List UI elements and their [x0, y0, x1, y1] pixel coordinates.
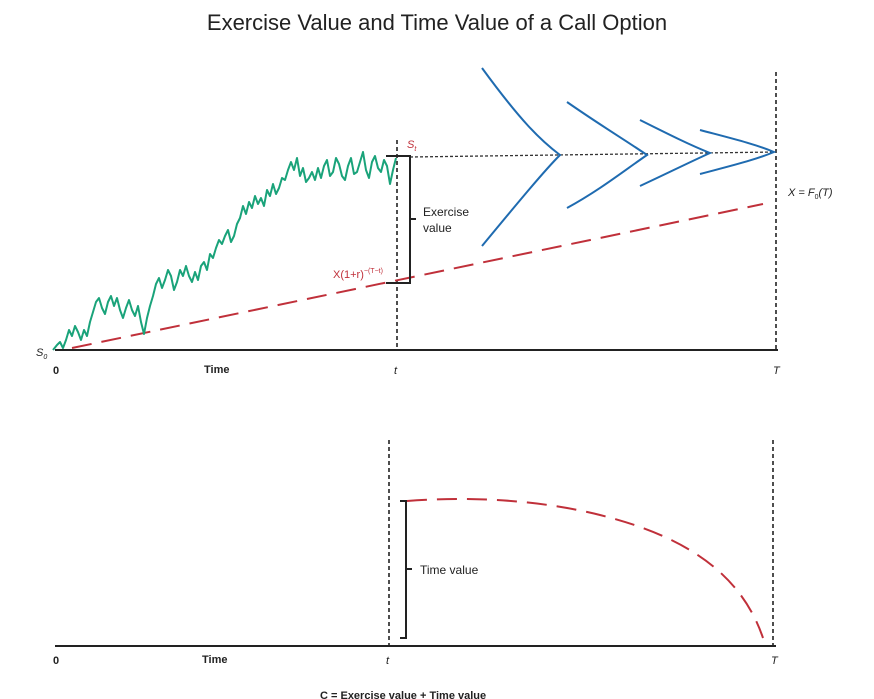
time-value-label: Time value	[420, 563, 479, 577]
top-t-label: t	[394, 365, 398, 377]
discounted-strike-label: X(1+r)−(T−t)	[333, 268, 383, 281]
bottom-time-label: Time	[202, 654, 227, 666]
price-path	[52, 151, 397, 351]
forward-price-line	[409, 151, 777, 158]
top-origin-label: 0	[53, 365, 59, 377]
time-value-curve	[406, 497, 764, 639]
chart-title: Exercise Value and Time Value of a Call …	[206, 10, 668, 35]
s0-label: S0	[36, 347, 47, 361]
discounted-strike-line	[71, 203, 764, 349]
time-value-bracket	[400, 500, 407, 639]
option-formula: C = Exercise value + Time value	[320, 690, 486, 699]
exercise-label-line1: Exercise	[423, 205, 469, 219]
top-time-label: Time	[204, 364, 229, 376]
st-label: St	[407, 139, 417, 153]
forward-label: X = F0(T)	[787, 187, 833, 201]
exercise-label-line2: value	[423, 221, 452, 235]
top-T-label: T	[773, 365, 781, 377]
bottom-panel: 0 Time t T Time value C = Exercise value…	[53, 440, 779, 699]
exercise-value-bracket	[386, 155, 411, 284]
distribution-curve-2	[566, 101, 649, 209]
distribution-curve-4	[699, 129, 777, 175]
distribution-curve-3	[639, 119, 713, 187]
bottom-t-label: t	[386, 655, 390, 667]
distribution-curve-1	[481, 67, 562, 247]
bottom-origin-label: 0	[53, 655, 59, 667]
top-panel: 0 S0 Time t T St Exercise value X(1+r)−(…	[36, 67, 833, 377]
bottom-T-label: T	[771, 655, 779, 667]
